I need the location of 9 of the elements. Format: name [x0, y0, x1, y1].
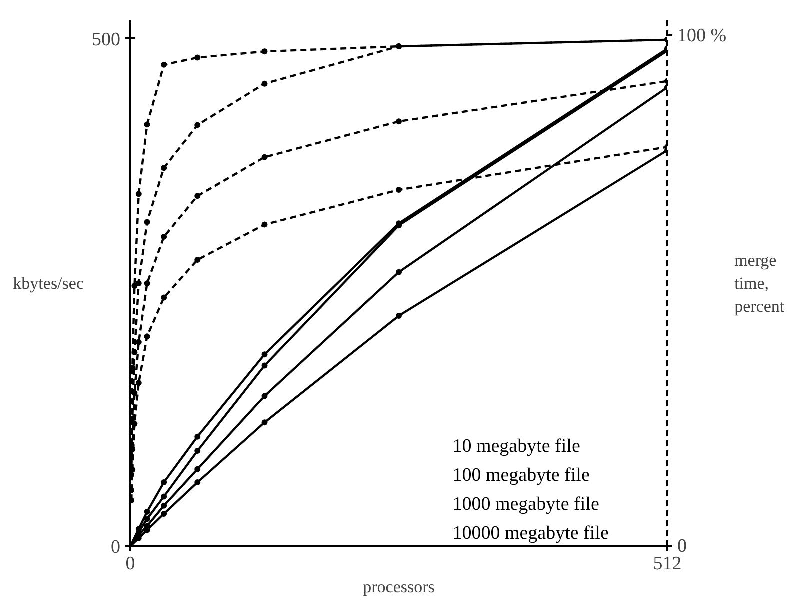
x-axis-title: processors: [363, 578, 435, 596]
annotation: 10 megabyte file: [452, 436, 580, 458]
y-axis-title: kbytes/sec: [13, 274, 84, 293]
annotation: 10000 megabyte file: [452, 522, 609, 544]
y-tick-label: 500: [92, 29, 120, 50]
annotation: 100 megabyte file: [452, 464, 590, 486]
annotation: 1000 megabyte file: [452, 494, 600, 515]
y2-tick-label: 100 %: [678, 25, 727, 46]
y2-axis-title: merge time, percent: [734, 251, 785, 316]
